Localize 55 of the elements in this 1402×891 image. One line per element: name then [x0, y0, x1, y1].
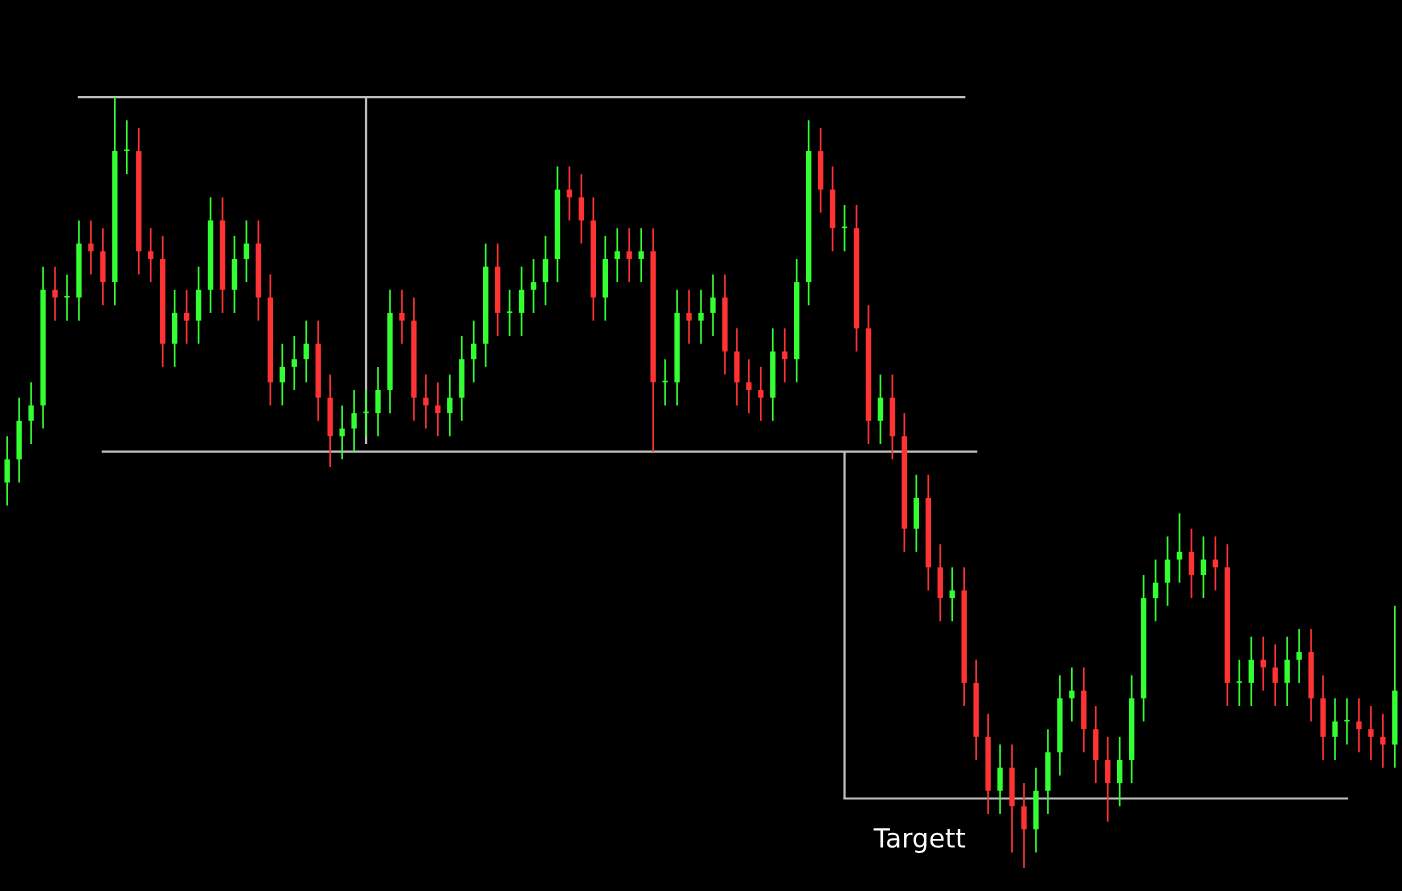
candlestick [710, 273, 716, 337]
candlestick [375, 366, 381, 438]
candlestick [303, 319, 309, 384]
candlestick [530, 258, 537, 314]
candlestick [447, 373, 453, 438]
candlestick [291, 335, 297, 391]
candlestick [949, 566, 955, 623]
candlestick [1152, 558, 1159, 623]
candlestick [518, 265, 525, 337]
candlestick [1236, 658, 1242, 707]
candlestick [339, 404, 345, 461]
candlestick [1248, 635, 1254, 707]
candlestick [638, 227, 644, 283]
candlestick [399, 288, 405, 345]
candlestick [1116, 736, 1123, 808]
annotation: Targett [873, 828, 966, 853]
candlestick [1164, 535, 1171, 607]
candlestick [279, 342, 286, 407]
candlestick [782, 327, 788, 384]
candlestick [1380, 712, 1386, 769]
candlestick [698, 288, 704, 345]
candlestick [1356, 697, 1362, 754]
candlestick [686, 288, 692, 345]
candlestick [746, 358, 752, 414]
candlestick [614, 227, 620, 283]
candlestick [88, 219, 94, 276]
candlestick [1069, 666, 1075, 723]
candlestick [758, 366, 764, 422]
candlestick [1021, 782, 1027, 869]
candlestick [542, 235, 549, 307]
candlestick [351, 389, 357, 453]
candlestick [148, 227, 154, 283]
candlestick [4, 435, 10, 507]
candlestick [506, 288, 513, 337]
candlestick [243, 219, 250, 283]
candlestick [1272, 643, 1278, 707]
candlestick [1332, 697, 1338, 761]
candlestick [578, 173, 585, 245]
candlestick [435, 381, 441, 438]
candlestick [877, 373, 884, 445]
candlestick [1105, 736, 1111, 823]
candlestick [1176, 512, 1183, 584]
candlestick [471, 319, 477, 384]
candlestick [1200, 535, 1207, 599]
candlestick [1188, 527, 1195, 599]
candlestick [52, 265, 58, 322]
candlestick [423, 373, 429, 430]
candlestick [28, 381, 34, 445]
candlestick [1368, 705, 1374, 761]
candlestick [183, 288, 190, 345]
candlestick [64, 273, 70, 322]
candlestick [1284, 635, 1290, 707]
candlestick [997, 743, 1003, 815]
candlestick [626, 227, 632, 283]
candlestick [1296, 628, 1302, 684]
